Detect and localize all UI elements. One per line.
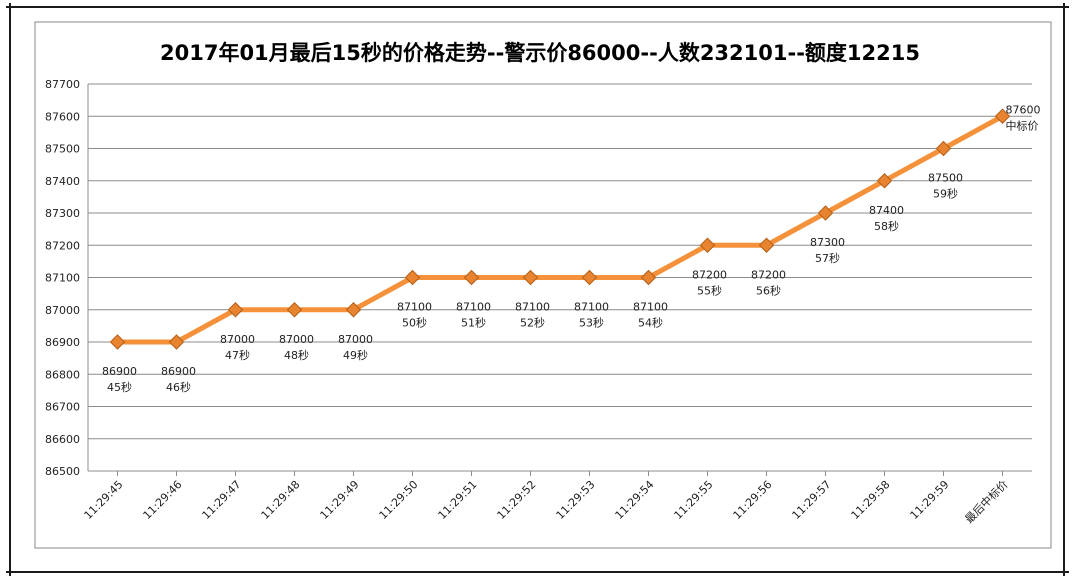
data-label-value: 86900 <box>102 365 137 378</box>
data-label-second: 48秒 <box>284 348 309 362</box>
data-point-marker <box>876 173 893 189</box>
data-label-value: 87100 <box>397 301 432 314</box>
data-label-value: 87000 <box>220 333 255 346</box>
data-label-second: 58秒 <box>874 219 899 233</box>
x-tick-label: 11:29:54 <box>612 478 656 522</box>
data-label-value: 87000 <box>279 333 314 346</box>
price-series <box>109 108 1011 350</box>
x-tick-label: 11:29:50 <box>376 478 420 522</box>
x-tick-label: 11:29:47 <box>199 478 243 522</box>
x-tick-label: 11:29:58 <box>848 478 892 522</box>
data-label-second: 57秒 <box>815 251 840 265</box>
data-point-marker <box>640 269 657 286</box>
y-tick-label: 86900 <box>45 336 80 349</box>
x-tick-label: 11:29:46 <box>140 478 184 522</box>
data-label-value: 87100 <box>515 301 550 314</box>
x-tick-label: 11:29:53 <box>553 478 597 522</box>
data-label-second: 46秒 <box>166 380 191 394</box>
y-tick-label: 87000 <box>45 304 80 317</box>
data-point-marker <box>463 269 480 286</box>
data-point-marker <box>994 108 1011 124</box>
data-label-value: 87300 <box>810 236 845 249</box>
x-tick-label: 11:29:55 <box>671 478 715 522</box>
y-tick-label: 86500 <box>45 465 80 478</box>
data-label-second: 49秒 <box>343 348 368 362</box>
y-tick-label: 87600 <box>45 110 80 123</box>
data-label-second: 53秒 <box>579 316 604 330</box>
data-label-value: 87200 <box>751 268 786 281</box>
data-label-value: 87400 <box>869 204 904 217</box>
y-tick-label: 87100 <box>45 272 80 285</box>
data-label-value: 87100 <box>456 301 491 314</box>
x-tick-label: 11:29:49 <box>317 478 361 522</box>
x-tick-label: 11:29:52 <box>494 478 538 522</box>
x-tick-label: 11:29:59 <box>907 478 951 522</box>
y-tick-label: 87200 <box>45 239 80 252</box>
data-point-marker <box>286 302 303 318</box>
data-label-second: 55秒 <box>697 283 722 297</box>
y-tick-label: 86800 <box>45 368 80 381</box>
y-tick-label: 87700 <box>45 78 80 91</box>
data-label-value: 87600 <box>1006 103 1041 116</box>
y-tick-label: 87400 <box>45 175 80 188</box>
x-tick-label: 11:29:48 <box>258 478 302 522</box>
data-label-second: 56秒 <box>756 283 781 297</box>
data-point-marker <box>227 302 244 318</box>
y-tick-label: 86700 <box>45 401 80 414</box>
x-tick-label: 11:29:51 <box>435 478 479 522</box>
y-tick-label: 87300 <box>45 207 80 220</box>
data-label-value: 87200 <box>692 268 727 281</box>
y-axis: 86500 86600 86700 86800 86900 87000 87100 87200… <box>45 78 80 478</box>
y-tick-label: 86600 <box>45 433 80 446</box>
data-label-second: 52秒 <box>520 316 545 330</box>
data-label-value: 87500 <box>928 172 963 185</box>
data-label-second: 45秒 <box>107 380 132 394</box>
data-label-value: 87100 <box>574 301 609 314</box>
data-point-marker <box>404 269 421 286</box>
data-label-value: 86900 <box>161 365 196 378</box>
y-tick-label: 87500 <box>45 143 80 156</box>
data-point-marker <box>935 140 952 157</box>
x-axis: 11:29:45 11:29:46 11:29:47 11:29:48 11:29:49… <box>81 471 1011 526</box>
x-tick-label: 最后中标价 <box>962 477 1011 526</box>
data-point-marker <box>109 334 126 350</box>
data-point-marker <box>581 269 598 286</box>
chart-title: 2017年01月最后15秒的价格走势--警示价86000--人数232101--… <box>160 41 920 65</box>
data-label-second: 51秒 <box>461 316 486 330</box>
data-point-marker <box>758 237 775 253</box>
data-label-value: 87100 <box>633 301 668 314</box>
data-point-marker <box>699 237 716 253</box>
data-point-marker <box>345 302 362 318</box>
data-label-second: 54秒 <box>638 316 663 330</box>
data-label-value: 87000 <box>338 333 373 346</box>
x-tick-label: 11:29:57 <box>789 478 833 522</box>
data-label-second: 47秒 <box>225 348 250 362</box>
series-line <box>117 114 1004 345</box>
data-label-second: 中标价 <box>1006 118 1039 132</box>
data-point-marker <box>168 334 185 350</box>
data-label-second: 50秒 <box>402 316 427 330</box>
chart-area-border <box>34 21 1052 549</box>
data-label-second: 59秒 <box>933 187 958 201</box>
data-point-marker <box>522 269 539 286</box>
x-tick-label: 11:29:45 <box>81 478 125 522</box>
data-point-marker <box>817 205 834 221</box>
x-tick-label: 11:29:56 <box>730 478 774 522</box>
data-labels: 86900 45秒 86900 46秒 87000 47秒 87000 48秒 87000 49秒… <box>102 103 1041 394</box>
